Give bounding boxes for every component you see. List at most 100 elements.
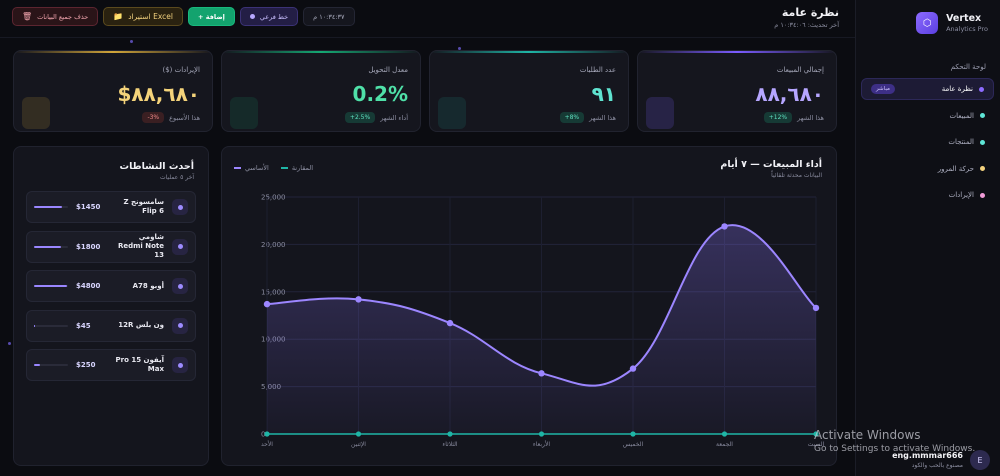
kpi-footer: هذا الشهر +8% — [559, 112, 616, 123]
activity-name: ون بلس 12R — [118, 321, 164, 330]
legend-item-primary[interactable]: الأساسي — [234, 164, 269, 172]
activity-price: $4800 — [76, 282, 101, 290]
bullet-icon — [980, 113, 985, 118]
line-mode-toggle[interactable]: خط فرعي — [239, 7, 299, 26]
kpi-footer: أداء الشهر +2.5% — [344, 112, 408, 123]
avatar: E — [970, 450, 990, 470]
kpi-card-conversion[interactable]: معدل التحويل 0.2% أداء الشهر +2.5% — [221, 50, 421, 132]
import-excel-button[interactable]: 📁 استيراد Excel — [103, 7, 183, 26]
activity-progress-fill — [34, 206, 62, 208]
sidebar-item-label: المنتجات — [948, 138, 974, 146]
kpi-change-badge: +2.5% — [344, 112, 376, 123]
brand[interactable]: Vertex Analytics Pro ⬡ — [916, 12, 988, 34]
x-tick-label: الثلاثاء — [442, 441, 458, 448]
data-point-comparison — [630, 431, 636, 437]
kpi-glow — [438, 97, 466, 129]
sidebar-item-products[interactable]: المنتجات — [861, 131, 994, 153]
x-tick-label: الخميس — [623, 441, 644, 448]
brand-text: Vertex Analytics Pro — [946, 13, 988, 33]
data-point-comparison — [813, 431, 819, 437]
activity-item[interactable]: شاومي Redmi Note 13 $1800 — [26, 230, 196, 263]
data-point-comparison — [264, 431, 270, 437]
bullet-icon — [979, 86, 984, 92]
activity-item[interactable]: آيفون 15 Pro Max $250 — [26, 349, 196, 381]
chart-legend: المقارنة الأساسي — [234, 164, 313, 172]
kpi-label: الإيرادات ($) — [162, 66, 201, 74]
kpi-label: معدل التحويل — [368, 66, 408, 74]
brand-name: Vertex — [946, 13, 982, 24]
kpi-accent-bar — [14, 51, 212, 53]
activity-progress-fill — [34, 285, 68, 287]
activity-name: آيفون 15 Pro Max — [115, 356, 164, 373]
x-tick-label: الأحد — [261, 440, 273, 448]
y-tick-label: 15,000 — [261, 288, 286, 296]
data-point-primary — [263, 300, 271, 308]
kpi-value: ٨٨,٦٨٠ — [755, 82, 824, 106]
user-profile[interactable]: E eng.mmmar666 مصنوع بالحب والكود — [892, 450, 990, 470]
activity-dot-icon — [172, 317, 188, 334]
data-point-primary — [355, 296, 362, 303]
sidebar-item-label: الإيرادات — [948, 191, 974, 199]
kpi-glow — [230, 97, 258, 129]
particle-dot — [8, 342, 11, 345]
sidebar-item-label: حركة المرور — [937, 164, 974, 173]
kpi-change-badge: -3% — [142, 112, 165, 123]
kpi-footer: هذا الشهر +12% — [763, 112, 824, 123]
particle-dot — [130, 40, 133, 43]
kpi-change-badge: +8% — [559, 112, 585, 123]
kpi-value: $٨٨,٦٨٠ — [117, 82, 200, 106]
folder-icon: 📁 — [113, 12, 124, 21]
sidebar-item-traffic[interactable]: حركة المرور — [861, 158, 994, 180]
data-point-comparison — [721, 431, 728, 437]
kpi-glow — [646, 97, 674, 129]
data-point-comparison — [447, 431, 453, 437]
sidebar-item-sales[interactable]: المبيعات — [861, 105, 994, 127]
activity-name: شاومي Redmi Note 13 — [117, 233, 164, 259]
x-tick-label: الإثنين — [351, 441, 366, 448]
sales-line-chart: 05,00010,00015,00020,00025,000الأحدالإثن… — [261, 194, 825, 449]
activity-price: $45 — [76, 321, 91, 330]
bullet-icon — [980, 192, 985, 198]
data-point-primary — [538, 370, 545, 377]
kpi-glow — [22, 97, 50, 129]
activity-item[interactable]: ون بلس 12R $45 — [26, 309, 196, 342]
activity-progress — [34, 285, 68, 287]
y-tick-label: 0 — [261, 431, 265, 439]
bullet-icon — [980, 139, 985, 145]
activity-progress — [34, 364, 68, 366]
series-line-primary — [266, 224, 817, 387]
activity-item[interactable]: أوبو A78 $4800 — [26, 270, 196, 302]
activity-dot-icon — [172, 199, 188, 215]
y-tick-label: 20,000 — [261, 241, 286, 249]
kpi-accent-bar — [638, 51, 836, 53]
sidebar-item-overview[interactable]: نظرة عامة مباشر — [861, 78, 994, 100]
activities-title: أحدث النشاطات — [119, 161, 194, 172]
legend-label: المقارنة — [291, 164, 314, 172]
kpi-card-orders[interactable]: عدد الطلبات ٩١ هذا الشهر +8% — [429, 50, 629, 132]
particle-dot — [458, 47, 461, 50]
trash-icon: 🗑 — [22, 12, 33, 21]
clock-display: ١٠:٣٤:٣٧ م — [303, 7, 355, 26]
hexagon-logo-icon: ⬡ — [916, 12, 939, 34]
x-tick-label: الجمعة — [716, 441, 733, 448]
activity-item[interactable]: سامسونج Z Flip 6 $1450 — [26, 191, 196, 223]
sidebar-nav: نظرة عامة مباشر المبيعات المنتجات حركة ا… — [861, 78, 994, 211]
brand-subtitle: Analytics Pro — [946, 25, 988, 33]
clear-data-label: حذف جميع البيانات — [37, 12, 89, 21]
watermark-line-2: Go to Settings to activate Windows. — [814, 444, 976, 454]
recent-activities-panel: أحدث النشاطات آخر ٥ عمليات سامسونج Z Fli… — [13, 146, 209, 466]
kpi-card-revenue[interactable]: الإيرادات ($) $٨٨,٦٨٠ هذا الأسبوع -3% — [13, 50, 213, 132]
header: نظرة عامة آخر تحديث: ١٠:٣٤:٠٦ م 🗑 حذف جم… — [0, 0, 855, 38]
sidebar-item-label: المبيعات — [949, 111, 974, 120]
activities-subtitle: آخر ٥ عمليات — [159, 174, 194, 181]
activity-progress — [34, 245, 68, 248]
activity-progress-fill — [34, 245, 61, 248]
activity-dot-icon — [172, 278, 188, 294]
kpi-period: أداء الشهر — [380, 113, 408, 122]
add-button[interactable]: + إضافة — [187, 7, 235, 26]
sidebar-item-revenue[interactable]: الإيرادات — [861, 184, 994, 206]
user-subtitle: مصنوع بالحب والكود — [911, 462, 963, 469]
legend-item-comparison[interactable]: المقارنة — [280, 164, 314, 172]
kpi-card-total-sales[interactable]: إجمالي المبيعات ٨٨,٦٨٠ هذا الشهر +12% — [637, 50, 837, 132]
clear-data-button[interactable]: 🗑 حذف جميع البيانات — [12, 7, 99, 26]
